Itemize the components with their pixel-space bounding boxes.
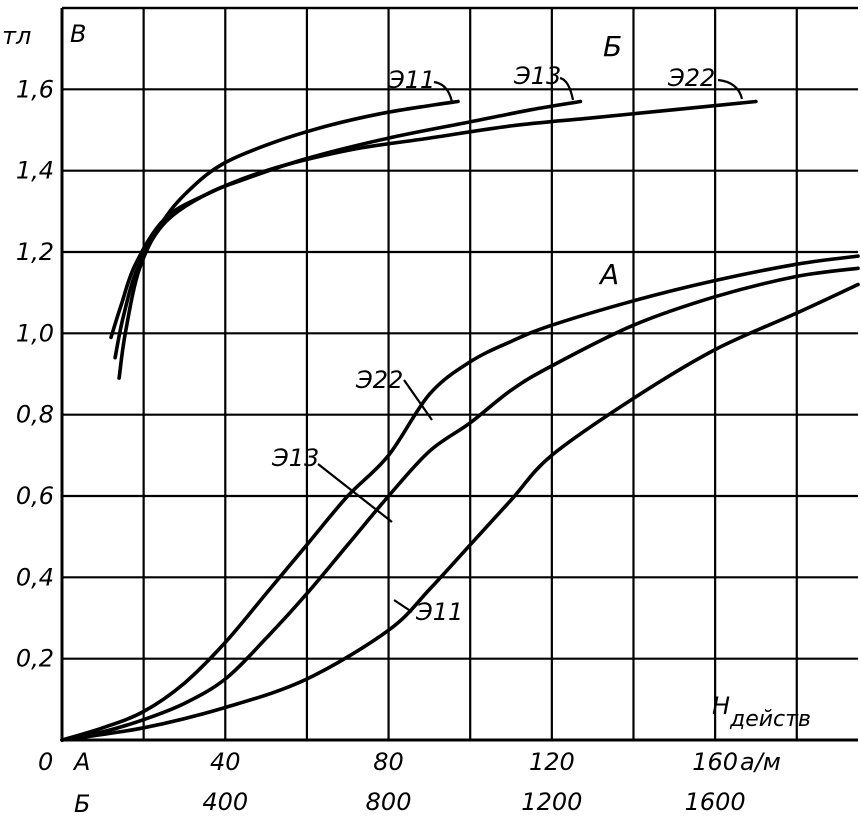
curve-a (60, 266, 860, 742)
curve-label-leader (433, 80, 454, 103)
y-tick-label: 1,0 (16, 319, 54, 347)
curve-b (109, 99, 758, 340)
curve-label-a: Э11 (415, 598, 463, 626)
curve-b (113, 99, 583, 360)
origin-label: 0 (38, 748, 53, 776)
group-label-a: А (598, 258, 619, 291)
curve-b (117, 99, 460, 380)
labels: 0,2 0,4 0,6 0,8 1,0 1,2 1,4 1,6 тл B 40 80 120 160 400… (2, 20, 811, 818)
curve-label-leader (403, 379, 433, 421)
curve-label-a: Э13 (271, 444, 319, 472)
x-axis-unit: а/м (740, 748, 781, 776)
y-axis-label: B (70, 20, 86, 48)
x-tick-label-a: 40 (210, 748, 241, 776)
curve-label-b: Э22 (667, 64, 715, 92)
x-tick-label-b: 800 (366, 788, 412, 816)
y-tick-label: 1,2 (16, 238, 54, 266)
y-axis-unit: тл (2, 22, 31, 50)
y-tick-label: 1,4 (16, 157, 54, 185)
curve-label-leader (317, 463, 393, 523)
x-tick-label-a: 80 (373, 748, 404, 776)
x-tick-label-a: 160 (692, 748, 738, 776)
x-scale-b-name: Б (74, 790, 90, 818)
y-tick-label: 0,4 (16, 563, 54, 591)
axes (60, 6, 858, 742)
curve-a (60, 282, 860, 742)
x-axis-label-sub: действ (729, 707, 811, 732)
curve-label-b: Э13 (513, 62, 561, 90)
curve-label-leader (559, 76, 575, 101)
curve-a (60, 254, 860, 742)
x-axis-label: H (712, 692, 730, 720)
group-label-b: Б (603, 30, 622, 63)
x-scale-a-name: А (72, 748, 90, 776)
x-tick-label-b: 1600 (685, 788, 746, 816)
curves (60, 99, 860, 742)
x-tick-label-b: 400 (202, 788, 248, 816)
curve-label-leader (717, 78, 744, 100)
y-tick-label: 0,8 (16, 401, 54, 429)
x-tick-label-a: 120 (529, 748, 575, 776)
curve-label-leader (393, 599, 413, 613)
y-tick-label: 0,6 (16, 482, 54, 510)
curve-label-a: Э22 (355, 366, 403, 394)
curve-label-b: Э11 (387, 66, 435, 94)
grid (62, 6, 858, 740)
y-tick-label: 1,6 (16, 75, 54, 103)
y-tick-label: 0,2 (16, 645, 54, 673)
x-tick-label-b: 1200 (521, 788, 582, 816)
